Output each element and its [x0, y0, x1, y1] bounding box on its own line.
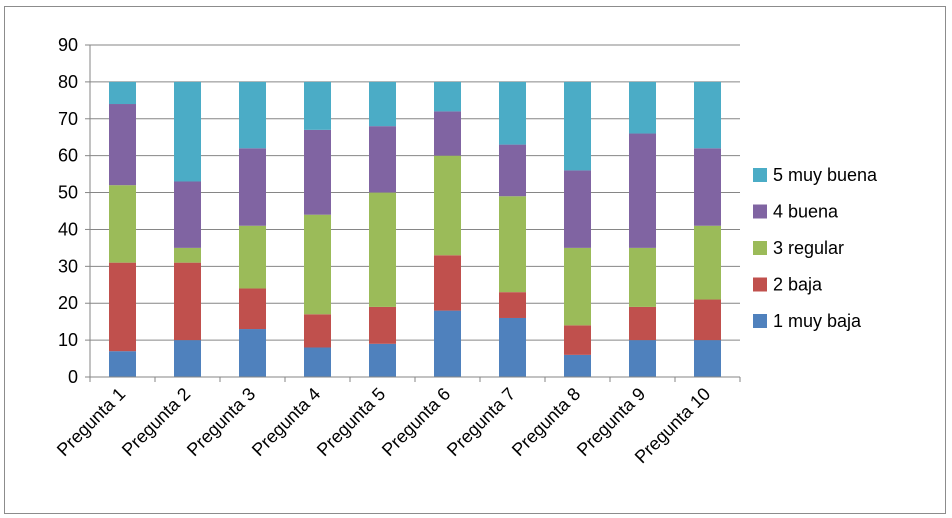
- bar-segment-3-2: [174, 247, 201, 263]
- bar-segment-2-3: [239, 288, 266, 330]
- bar-segment-1-4: [304, 347, 331, 377]
- legend-label-5: 5 muy buena: [773, 165, 878, 185]
- x-tick-label: Pregunta 3: [183, 384, 259, 460]
- legend-label-4: 4 buena: [773, 202, 839, 222]
- bar-segment-1-8: [564, 354, 591, 377]
- bar-segment-4-4: [304, 129, 331, 215]
- bar-segment-1-1: [109, 351, 136, 377]
- legend-swatch-1: [753, 314, 767, 328]
- y-tick-label: 10: [58, 330, 78, 350]
- bar-segment-1-7: [499, 317, 526, 377]
- legend: 5 muy buena 4 buena 3 regular 2 baja 1 muy b…: [753, 165, 878, 331]
- legend-swatch-4: [753, 204, 767, 219]
- bar-segment-2-5: [369, 306, 396, 344]
- bar-segment-5-1: [109, 81, 136, 105]
- x-tick-label: Pregunta 6: [378, 384, 454, 460]
- legend-swatch-5: [753, 168, 767, 182]
- x-tick-label: Pregunta 5: [313, 384, 389, 460]
- x-tick-label: Pregunta 8: [508, 384, 584, 460]
- bar-segment-3-3: [239, 225, 266, 289]
- bar-segment-1-3: [239, 329, 266, 377]
- bar-segment-4-1: [109, 104, 136, 186]
- bar-segment-4-5: [369, 126, 396, 193]
- bar-segment-3-7: [499, 196, 526, 293]
- bar-segment-2-1: [109, 262, 136, 352]
- bar-segment-1-10: [694, 340, 721, 377]
- legend-label-1: 1 muy baja: [773, 311, 862, 331]
- bar-segment-3-1: [109, 185, 136, 263]
- bar-segment-5-6: [434, 81, 461, 112]
- bar-segment-5-4: [304, 81, 331, 130]
- y-tick-label: 30: [58, 256, 78, 276]
- bar-segment-3-5: [369, 192, 396, 307]
- chart-frame: 0 10 20 30 40 50 60 70 80 90 Pregunta 1 Pregunta 2…: [4, 6, 946, 514]
- bar-segment-5-8: [564, 81, 591, 171]
- x-tick-label: Pregunta 7: [443, 384, 519, 460]
- bar-segment-3-8: [564, 247, 591, 326]
- bar-segment-2-4: [304, 314, 331, 348]
- bar-segment-4-2: [174, 181, 201, 248]
- bar-segment-2-7: [499, 292, 526, 318]
- x-tick-label: Pregunta 4: [248, 384, 324, 460]
- bar-segment-3-6: [434, 155, 461, 256]
- x-tick-label: Pregunta 1: [53, 384, 129, 460]
- y-tick-label: 20: [58, 293, 78, 313]
- bar-segment-4-6: [434, 111, 461, 156]
- y-tick-label: 50: [58, 183, 78, 203]
- legend-swatch-2: [753, 277, 767, 292]
- bar-segment-5-2: [174, 81, 201, 182]
- y-tick-label: 80: [58, 72, 78, 92]
- legend-label-3: 3 regular: [773, 238, 844, 258]
- bar-segment-5-3: [239, 81, 266, 149]
- bar-segment-2-6: [434, 255, 461, 311]
- bar-segment-5-7: [499, 81, 526, 145]
- bar-segment-1-2: [174, 340, 201, 377]
- x-tick-label: Pregunta 2: [118, 384, 194, 460]
- bar-segment-2-10: [694, 299, 721, 341]
- bar-segment-4-10: [694, 148, 721, 226]
- bar-segment-5-10: [694, 81, 721, 149]
- bar-segment-4-9: [629, 133, 656, 248]
- bar-segment-1-9: [629, 340, 656, 377]
- bar-segment-3-4: [304, 214, 331, 315]
- legend-label-2: 2 baja: [773, 275, 823, 295]
- bars: [109, 81, 721, 377]
- y-tick-label: 40: [58, 219, 78, 239]
- y-tick-label: 60: [58, 146, 78, 166]
- bar-segment-1-5: [369, 343, 396, 377]
- y-axis-ticks: 0 10 20 30 40 50 60 70 80 90: [58, 35, 90, 387]
- y-tick-label: 0: [68, 367, 78, 387]
- bar-segment-2-8: [564, 325, 591, 355]
- bar-segment-4-3: [239, 148, 266, 226]
- bar-segment-2-9: [629, 306, 656, 341]
- y-tick-label: 70: [58, 109, 78, 129]
- y-tick-label: 90: [58, 35, 78, 55]
- legend-swatch-3: [753, 241, 767, 255]
- bar-segment-2-2: [174, 262, 201, 341]
- bar-segment-3-9: [629, 247, 656, 307]
- bar-segment-1-6: [434, 310, 461, 377]
- bar-segment-4-8: [564, 170, 591, 248]
- bar-segment-5-9: [629, 81, 656, 134]
- bar-segment-3-10: [694, 225, 721, 300]
- bar-segment-5-5: [369, 81, 396, 127]
- bar-segment-4-7: [499, 144, 526, 197]
